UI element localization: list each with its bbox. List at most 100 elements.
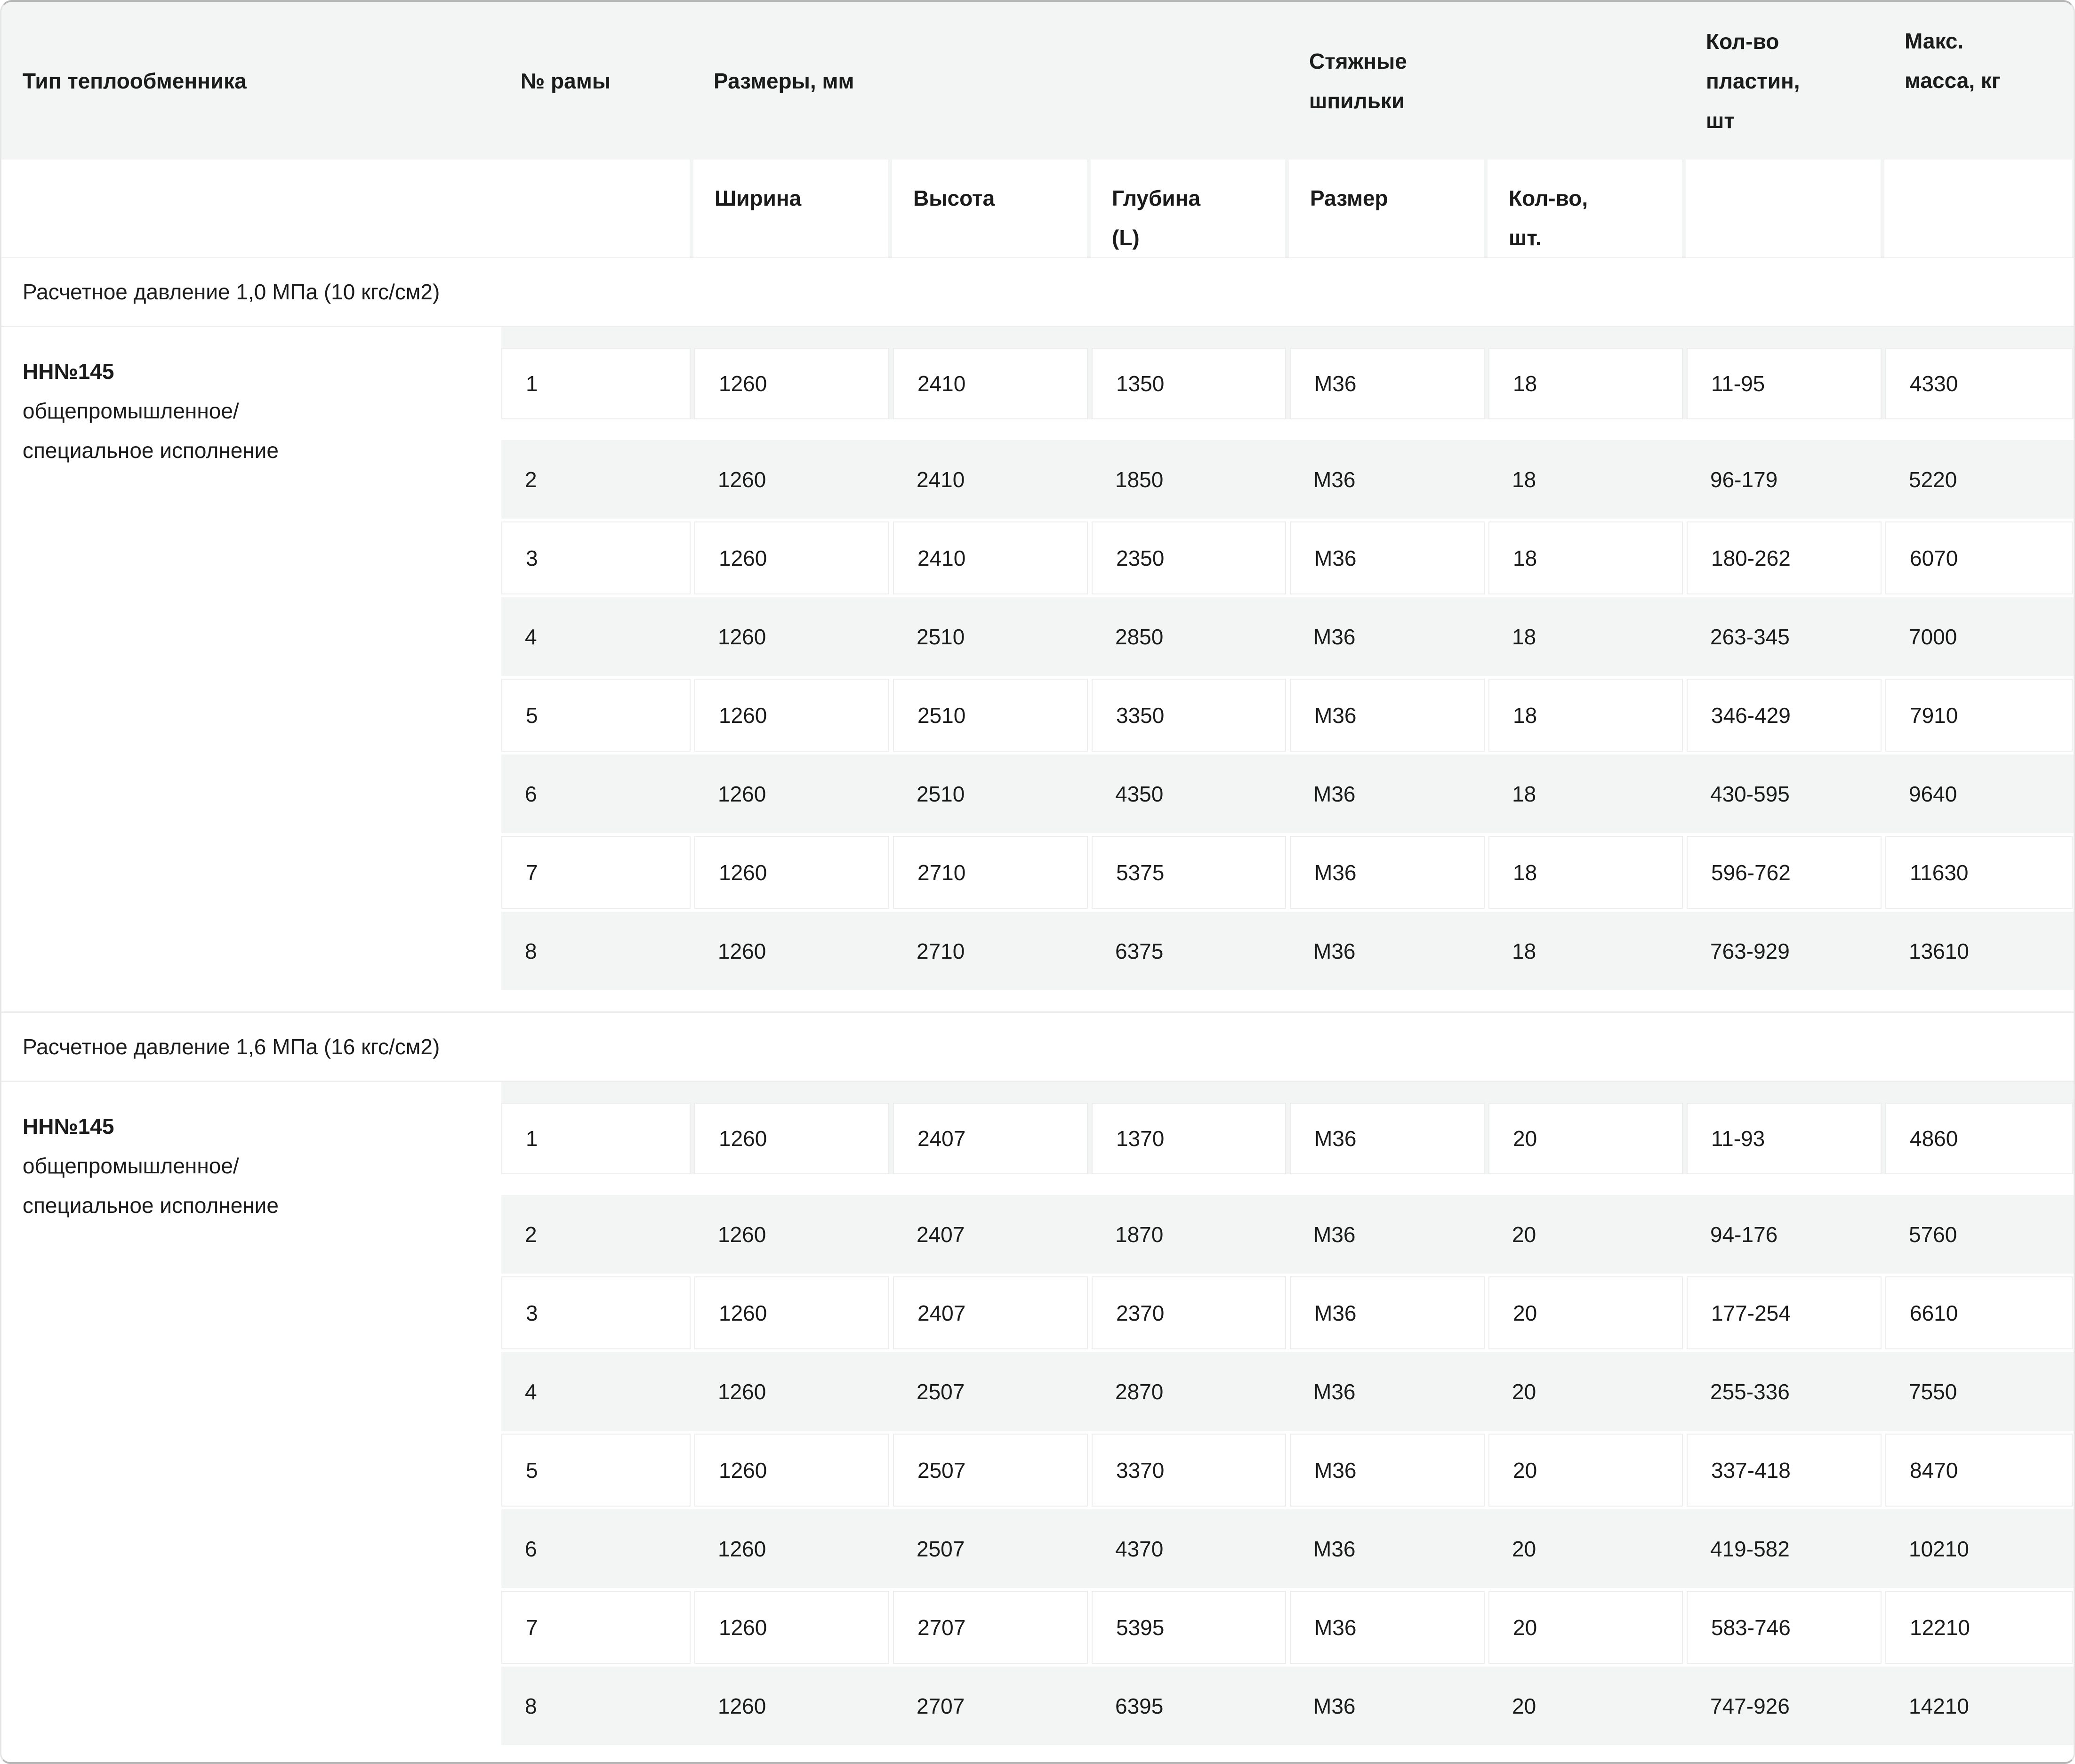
cell-value: М36 xyxy=(1314,371,1357,396)
cell-value: 346-429 xyxy=(1711,703,1791,728)
table-row: 3 1260 2410 2350 М36 18 180-262 6070 xyxy=(501,519,2074,597)
table-cell: 263-345 xyxy=(1687,597,1882,676)
type-cell: НН№145 общепромышленное/специальное испол… xyxy=(1,1082,498,1745)
table-cell: 20 xyxy=(1488,1509,1683,1588)
table-row: 5 1260 2507 3370 М36 20 337-418 8470 xyxy=(501,1431,2074,1509)
cell-value: 13610 xyxy=(1909,938,1969,963)
table-cell: 7 xyxy=(501,1591,691,1664)
cell-value: М36 xyxy=(1313,1536,1356,1561)
subcol-size-label: Размер xyxy=(1310,186,1388,210)
table-cell: 2407 xyxy=(893,1195,1088,1274)
cell-value: 11-95 xyxy=(1711,371,1765,396)
cell-value: 20 xyxy=(1513,1458,1537,1483)
cell-value: 5 xyxy=(526,703,538,728)
table-cell: 18 xyxy=(1488,679,1683,752)
cell-value: 3 xyxy=(526,1300,538,1325)
table-cell: 2350 xyxy=(1092,521,1286,594)
table-row: 8 1260 2710 6375 М36 18 763-929 13610 xyxy=(501,912,2074,990)
cell-value: 2710 xyxy=(917,938,965,963)
cell-value: 10210 xyxy=(1909,1536,1969,1561)
cell-value: 9640 xyxy=(1909,781,1957,806)
type-cell: НН№145 общепромышленное/специальное испол… xyxy=(1,327,498,990)
table-row: 2 1260 2407 1870 М36 20 94-176 5760 xyxy=(501,1195,2074,1274)
subcol-empty xyxy=(1686,160,1881,257)
table-cell: 2850 xyxy=(1092,597,1286,676)
table-cell: 6070 xyxy=(1885,521,2073,594)
cell-value: 6610 xyxy=(1910,1300,1958,1325)
type-desc-line: общепромышленное/ xyxy=(23,1154,239,1178)
cell-value: 1260 xyxy=(718,1536,766,1561)
cell-value: 596-762 xyxy=(1711,860,1791,885)
section-title-label: Расчетное давление 1,6 МПа (16 кгс/см2) xyxy=(23,1034,440,1059)
table-header-row: Тип теплообменника № рамы Размеры, мм Ст… xyxy=(1,2,2074,160)
table-cell: 5 xyxy=(501,679,691,752)
col-header-studs: Стяжные шпильки xyxy=(1288,41,1487,120)
cell-value: 8 xyxy=(525,1693,537,1718)
table-cell: 18 xyxy=(1488,521,1683,594)
table-cell: 4860 xyxy=(1885,1103,2073,1174)
cell-value: 2707 xyxy=(917,1693,965,1718)
cell-value: 5 xyxy=(526,1458,538,1483)
table-row: 2 1260 2410 1850 М36 18 96-179 5220 xyxy=(501,440,2074,519)
table-cell: 2407 xyxy=(893,1276,1088,1349)
table-cell: 18 xyxy=(1488,440,1683,519)
cell-value: 4350 xyxy=(1115,781,1164,806)
cell-value: 1260 xyxy=(719,545,767,570)
row-gap xyxy=(501,419,2074,440)
section-body: НН№145 общепромышленное/специальное испол… xyxy=(1,327,2074,990)
cell-value: 2510 xyxy=(917,781,965,806)
type-desc-line: специальное исполнение xyxy=(23,1193,279,1218)
table-cell: 1260 xyxy=(694,597,889,676)
table-cell: 2507 xyxy=(893,1434,1088,1507)
cell-value: 255-336 xyxy=(1710,1379,1790,1404)
cell-value: 5760 xyxy=(1909,1222,1957,1247)
subcol-empty xyxy=(1884,160,2072,257)
table-cell: 2510 xyxy=(893,679,1088,752)
cell-value: 180-262 xyxy=(1711,545,1791,570)
cell-value: М36 xyxy=(1313,781,1356,806)
table-cell: 2507 xyxy=(893,1509,1088,1588)
cell-value: М36 xyxy=(1313,938,1356,963)
table-cell: 2 xyxy=(501,1195,691,1274)
table-cell: М36 xyxy=(1290,912,1485,990)
table-cell: 596-762 xyxy=(1687,836,1882,909)
table-cell: 12210 xyxy=(1885,1591,2073,1664)
table-cell: 20 xyxy=(1488,1591,1683,1664)
cell-value: М36 xyxy=(1313,1693,1356,1718)
table-cell: 430-595 xyxy=(1687,754,1882,833)
table-cell: 1260 xyxy=(694,1195,889,1274)
table-subheader-row: Ширина Высота Глубина (L) Размер Кол-во,… xyxy=(1,160,2074,257)
table-cell: М36 xyxy=(1290,1352,1485,1431)
table-cell: 6 xyxy=(501,1509,691,1588)
table-cell: 1260 xyxy=(694,440,889,519)
cell-value: М36 xyxy=(1314,1615,1357,1640)
table-row: 6 1260 2507 4370 М36 20 419-582 10210 xyxy=(501,1509,2074,1588)
section-title: Расчетное давление 1,0 МПа (10 кгс/см2) xyxy=(1,257,2074,327)
table-cell: 2870 xyxy=(1092,1352,1286,1431)
table-cell: 7910 xyxy=(1885,679,2073,752)
col-header-dimensions-label: Размеры, мм xyxy=(714,68,854,93)
table-cell: М36 xyxy=(1290,679,1485,752)
cell-value: 1260 xyxy=(719,1615,767,1640)
table-cell: 11-93 xyxy=(1687,1103,1882,1174)
table-cell: 8 xyxy=(501,912,691,990)
cell-value: 6 xyxy=(525,781,537,806)
table-row: 1 1260 2410 1350 М36 18 11-95 4330 xyxy=(501,348,2074,419)
table-cell: 20 xyxy=(1488,1434,1683,1507)
table-cell: М36 xyxy=(1290,836,1485,909)
cell-value: 18 xyxy=(1512,624,1536,649)
cell-value: 11630 xyxy=(1910,860,1969,885)
section-body: НН№145 общепромышленное/специальное испол… xyxy=(1,1082,2074,1745)
table-cell: 2510 xyxy=(893,754,1088,833)
cell-value: 20 xyxy=(1512,1693,1536,1718)
col-header-type: Тип теплообменника xyxy=(1,61,499,101)
table-cell: 180-262 xyxy=(1687,521,1882,594)
cell-value: 2710 xyxy=(917,860,966,885)
cell-value: 1350 xyxy=(1116,371,1165,396)
cell-value: 18 xyxy=(1513,371,1537,396)
cell-value: 2707 xyxy=(917,1615,966,1640)
table-cell: 2707 xyxy=(893,1667,1088,1745)
cell-value: 11-93 xyxy=(1711,1126,1765,1151)
table-cell: 1370 xyxy=(1092,1103,1286,1174)
table-cell: 13610 xyxy=(1885,912,2073,990)
